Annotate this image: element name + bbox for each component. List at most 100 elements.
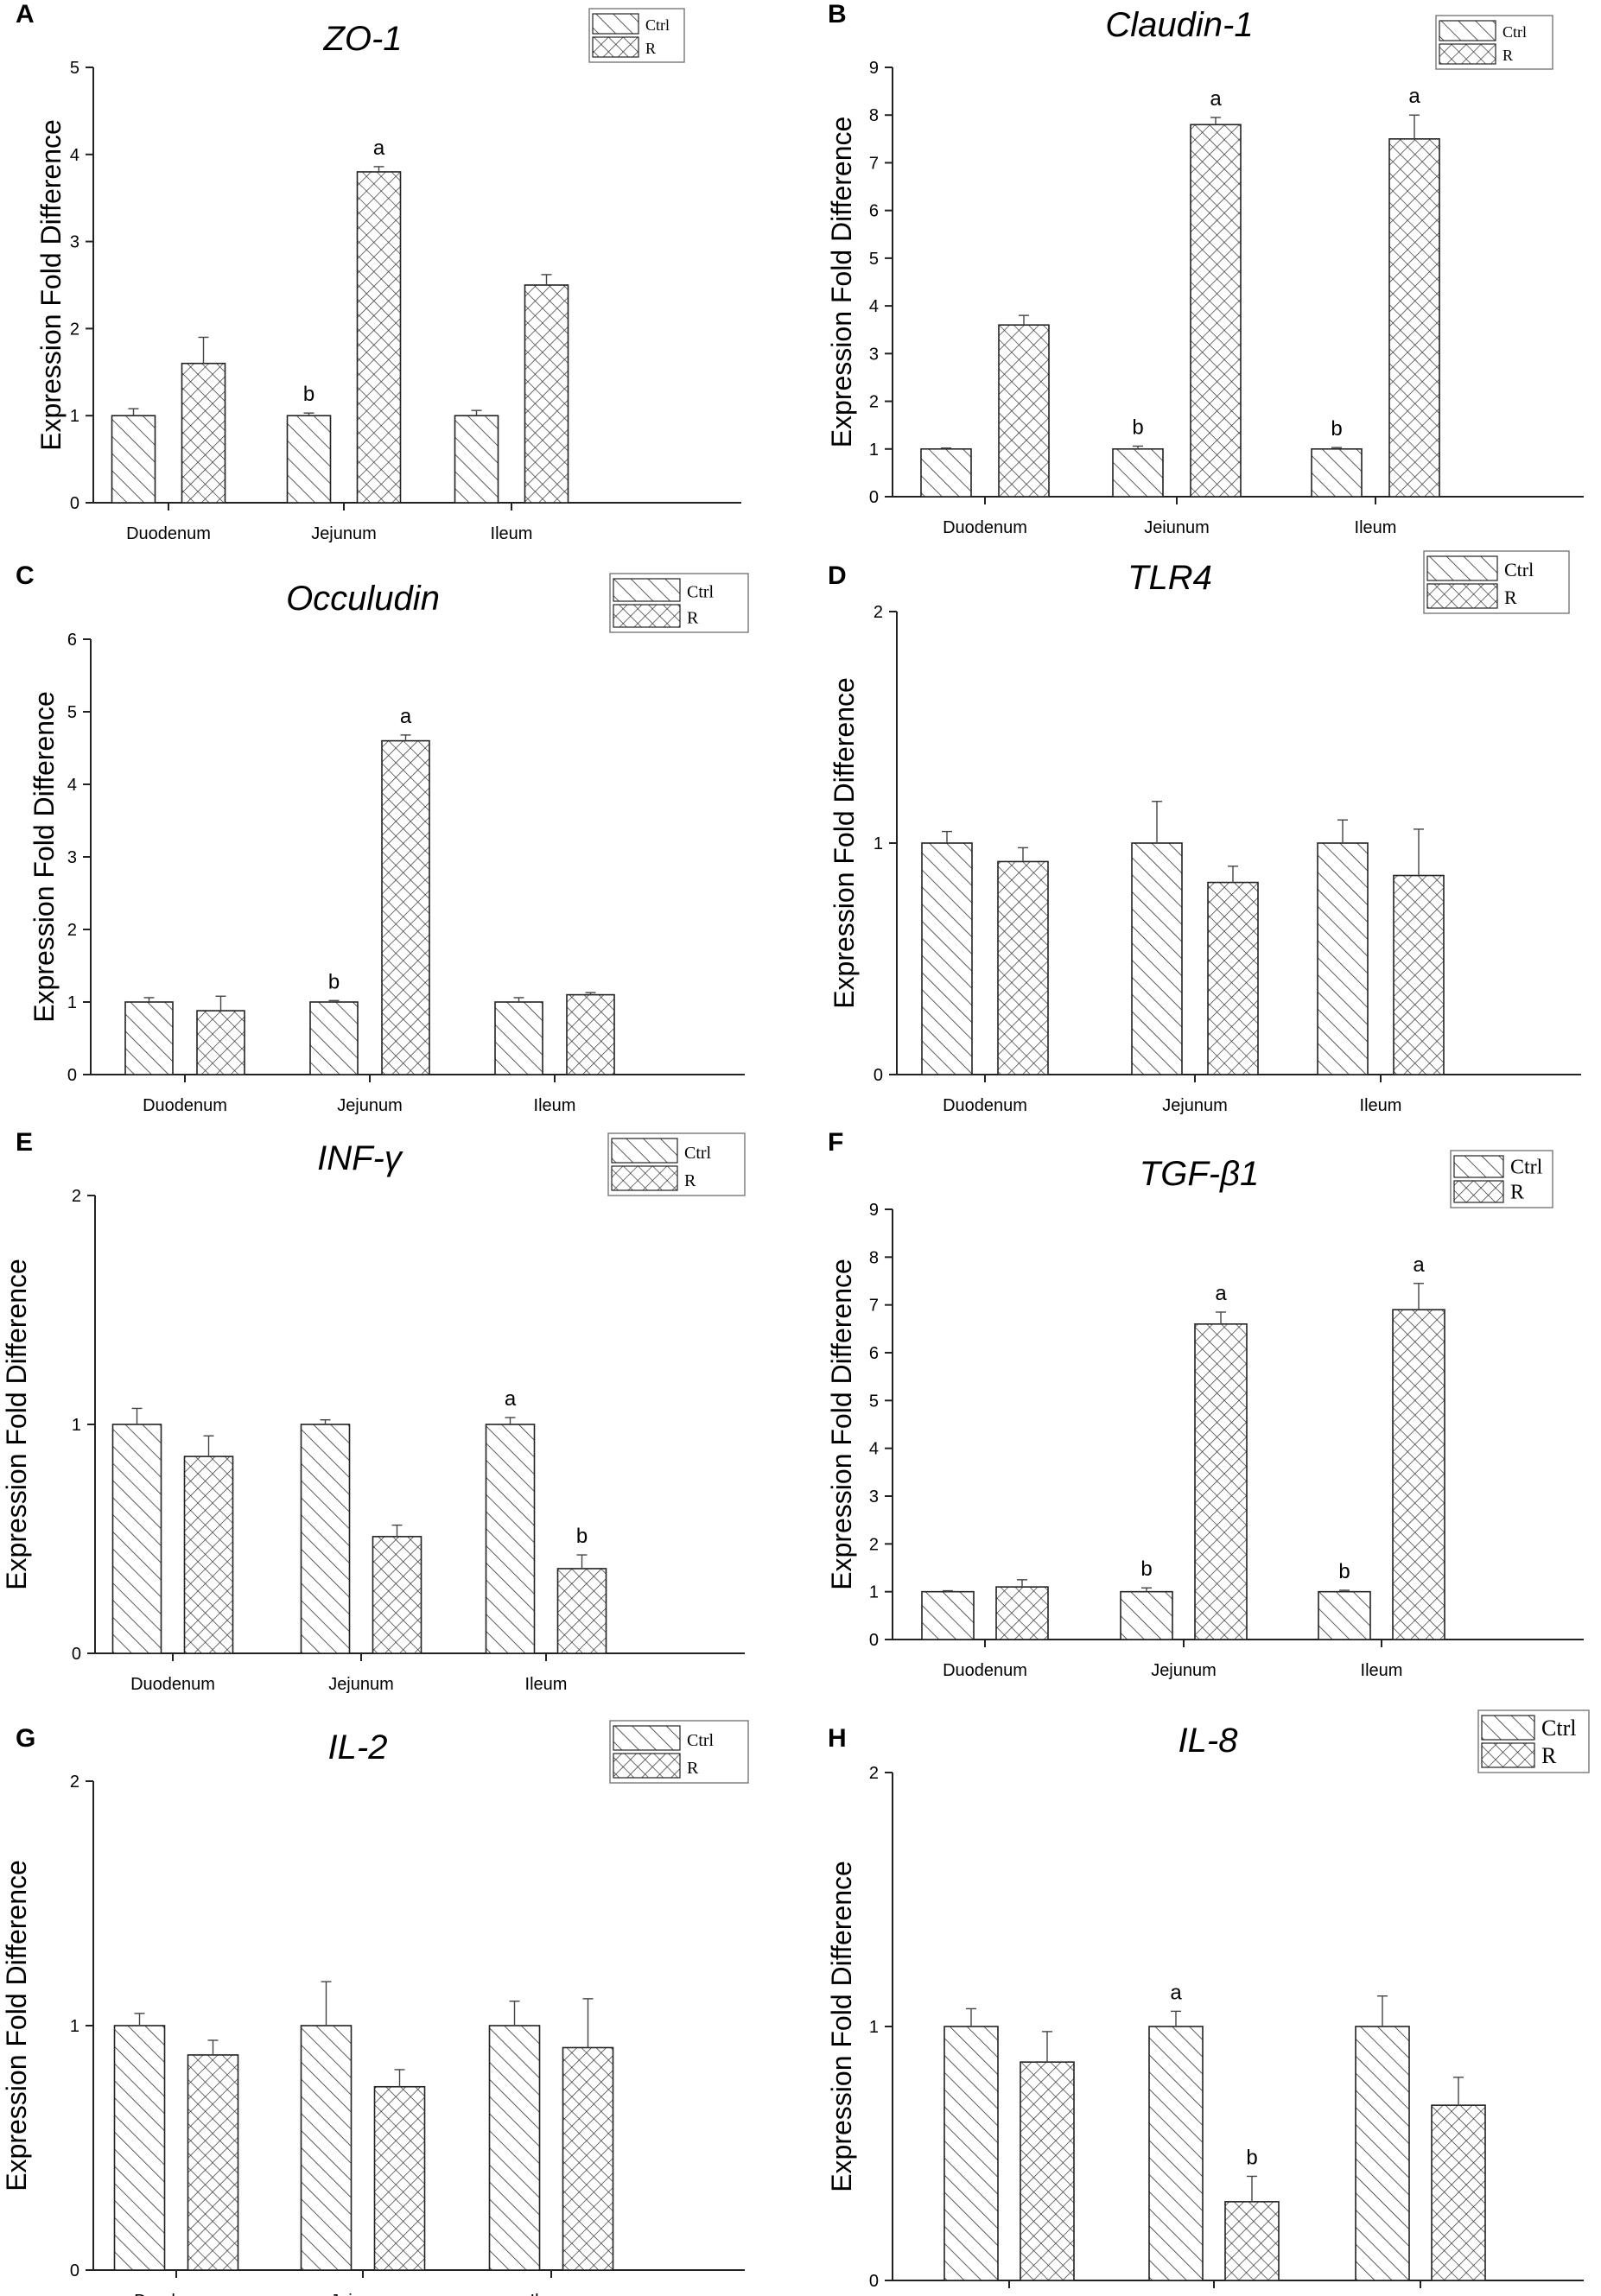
y-tick-label: 3 <box>67 848 77 867</box>
panel-label: G <box>16 1724 35 1753</box>
legend-label-ctrl: Ctrl <box>684 1144 712 1163</box>
significance-letter: b <box>1338 1560 1350 1583</box>
bar-r-duodenum <box>196 1010 245 1075</box>
y-tick-label: 4 <box>869 1440 879 1459</box>
legend-swatch-ctrl <box>613 578 681 602</box>
bar-r-duodenum <box>998 324 1050 498</box>
legend-label-ctrl: Ctrl <box>1504 559 1534 580</box>
y-axis-label: Expression Fold Difference <box>29 691 60 1023</box>
y-axis-label: Expression Fold Difference <box>826 1259 857 1590</box>
y-axis-label: Expression Fold Difference <box>1 1259 32 1590</box>
bar-r-jeiunum <box>1190 124 1242 498</box>
bar-ctrl-jejunum <box>1120 1590 1173 1640</box>
bar-ctrl-duodenum <box>124 1001 174 1075</box>
bar-ctrl-jeiunum <box>1112 447 1164 498</box>
x-tick-label: Jejunum <box>330 2292 396 2296</box>
y-axis-label: Expression Fold Difference <box>826 117 857 448</box>
significance-letter: a <box>1210 87 1222 111</box>
bar-ctrl-jejunum <box>1148 2026 1204 2281</box>
y-tick-label: 5 <box>869 1392 879 1411</box>
legend-label-r: R <box>1510 1182 1524 1204</box>
y-tick-label: 1 <box>869 2018 879 2037</box>
y-tick-label: 8 <box>869 1248 879 1267</box>
y-tick-label: 5 <box>67 703 77 722</box>
x-tick-label: Ileum <box>534 1096 576 1115</box>
significance-letter: b <box>328 970 340 993</box>
legend-swatch-ctrl <box>1481 1715 1535 1741</box>
bar-r-jejunum <box>372 1536 422 1654</box>
y-tick-label: 5 <box>869 250 879 269</box>
legend-label-r: R <box>1503 47 1513 64</box>
bar-r-duodenum <box>181 362 226 504</box>
bar-r-duodenum <box>183 1456 234 1654</box>
y-tick-label: 0 <box>869 2272 879 2291</box>
y-tick-label: 6 <box>869 202 879 221</box>
x-tick-label: Duodenum <box>126 524 211 543</box>
bar-ctrl-jejunum <box>300 1424 351 1654</box>
bar-r-duodenum <box>187 2054 239 2271</box>
bar-ctrl-duodenum <box>921 1590 975 1640</box>
significance-letter: a <box>1408 85 1420 108</box>
x-tick-label: Jejunum <box>1162 1096 1228 1115</box>
legend-label-ctrl: Ctrl <box>1541 1716 1576 1741</box>
significance-letter: a <box>1170 1981 1182 2004</box>
y-tick-label: 8 <box>869 106 879 125</box>
x-tick-label: Ileum <box>1361 1661 1403 1680</box>
significance-letter: b <box>576 1525 588 1548</box>
y-tick-label: 3 <box>70 233 79 252</box>
bar-r-ileum <box>1392 1309 1445 1640</box>
x-tick-label: Duodenum <box>943 1096 1027 1115</box>
bar-r-ileum <box>556 1568 607 1654</box>
y-tick-label: 2 <box>874 603 883 622</box>
legend-label-ctrl: Ctrl <box>687 582 715 601</box>
legend-swatch-ctrl <box>611 1138 678 1164</box>
panel-label: D <box>828 561 847 590</box>
y-tick-label: 3 <box>869 1487 879 1506</box>
x-tick-label: Jeiunum <box>1144 518 1210 537</box>
legend-swatch-ctrl <box>1439 20 1496 41</box>
panel-label: E <box>16 1128 33 1157</box>
legend-swatch-ctrl <box>592 13 639 35</box>
x-tick-label: Jejunum <box>311 524 377 543</box>
y-tick-label: 0 <box>70 2261 79 2280</box>
legend-swatch-ctrl <box>613 1725 681 1751</box>
bar-r-duodenum <box>1020 2061 1075 2281</box>
legend-label-r: R <box>684 1171 696 1190</box>
y-tick-label: 2 <box>869 393 879 412</box>
legend-label-ctrl: Ctrl <box>645 16 670 34</box>
y-tick-label: 1 <box>67 993 77 1012</box>
y-tick-label: 6 <box>869 1344 879 1363</box>
significance-letter: a <box>1215 1282 1227 1305</box>
x-tick-label: Duodenum <box>943 1661 1027 1680</box>
bar-ctrl-ileum <box>488 2025 541 2271</box>
legend-label-r: R <box>687 1759 699 1778</box>
significance-letter: a <box>400 705 412 728</box>
panel-e: E INF-γ 0 1 2 Expression Fold Difference Duode… <box>1 1128 746 1694</box>
significance-letter: a <box>373 136 385 160</box>
chart-title: ZO-1 <box>322 20 402 58</box>
legend-swatch-r <box>613 604 681 628</box>
chart-title: TLR4 <box>1128 559 1212 597</box>
chart-title: Claudin-1 <box>1105 6 1253 44</box>
legend-swatch-r <box>1453 1180 1504 1203</box>
significance-letter: b <box>303 383 314 406</box>
panel-label: F <box>828 1128 843 1157</box>
chart-title: TGF-β1 <box>1140 1155 1259 1193</box>
y-tick-label: 5 <box>70 59 79 78</box>
y-tick-label: 7 <box>869 154 879 173</box>
bar-ctrl-jejunum <box>300 2025 353 2271</box>
panel-g: G IL-2 0 1 2 Expression Fold Difference Duoden… <box>1 1720 749 2296</box>
chart-title: INF-γ <box>317 1139 403 1177</box>
bar-r-duodenum <box>995 1586 1049 1640</box>
y-tick-label: 1 <box>869 441 879 460</box>
chart-title: IL-2 <box>328 1728 388 1766</box>
y-axis-label: Expression Fold Difference <box>1 1860 32 2191</box>
y-tick-label: 0 <box>869 1631 879 1650</box>
panel-label: B <box>828 0 847 29</box>
x-tick-label: Jejunum <box>328 1675 394 1694</box>
x-tick-label: Jejunum <box>337 1096 403 1115</box>
